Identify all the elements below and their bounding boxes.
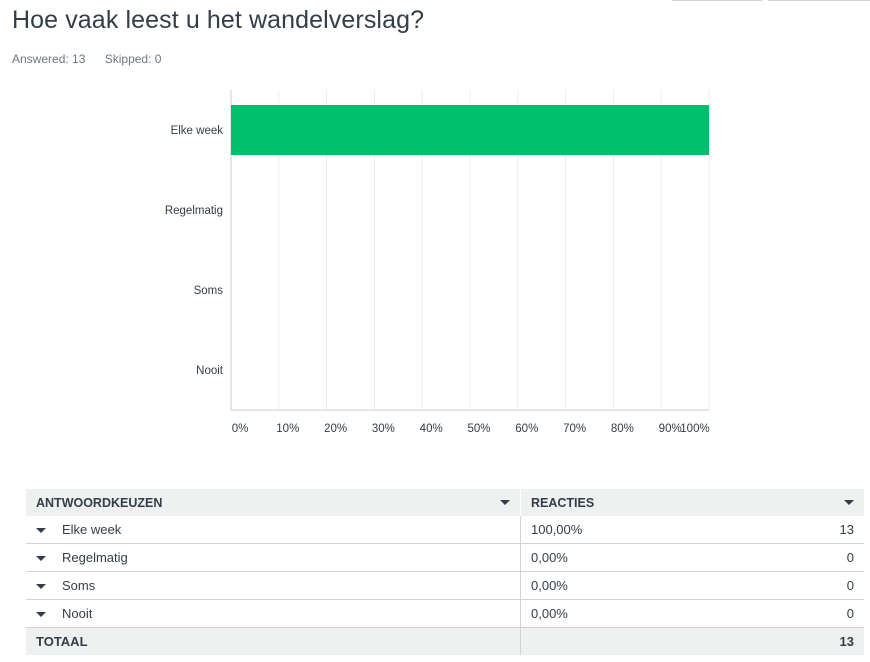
table-row: Regelmatig 0,00% 0 xyxy=(26,543,864,572)
response-count: 0 xyxy=(752,599,864,628)
x-tick-label: 90% xyxy=(659,423,682,435)
skipped-count: Skipped: 0 xyxy=(104,52,162,66)
answer-column-header[interactable]: ANTWOORDKEUZEN xyxy=(26,489,521,516)
total-count: 13 xyxy=(752,627,864,655)
responses-header-label: REACTIES xyxy=(531,495,595,510)
category-label: Elke week xyxy=(171,125,224,137)
x-tick-label: 30% xyxy=(372,423,395,435)
answer-label: Regelmatig xyxy=(62,550,128,565)
x-tick-label: 40% xyxy=(420,423,443,435)
responses-column-header[interactable]: REACTIES xyxy=(520,489,864,516)
response-count: 13 xyxy=(752,516,864,544)
toolbar-button-right[interactable] xyxy=(768,0,870,1)
table-header-row: ANTWOORDKEUZEN REACTIES xyxy=(26,489,864,516)
x-tick-label: 10% xyxy=(276,423,299,435)
category-label: Soms xyxy=(194,285,224,297)
table-row: Elke week 100,00% 13 xyxy=(26,516,864,544)
answer-label: Nooit xyxy=(62,606,93,621)
bar xyxy=(231,105,709,155)
x-tick-label: 60% xyxy=(515,423,538,435)
response-percent: 0,00% xyxy=(520,599,753,628)
sort-arrow-icon[interactable] xyxy=(844,499,854,505)
expand-caret-icon[interactable] xyxy=(36,528,46,534)
x-tick-label: 50% xyxy=(467,423,490,435)
x-tick-label: 100% xyxy=(680,423,709,435)
responses-table: ANTWOORDKEUZEN REACTIES Elke week 100,00… xyxy=(26,489,864,655)
x-tick-label: 80% xyxy=(611,423,634,435)
expand-caret-icon[interactable] xyxy=(36,556,46,562)
response-count: 0 xyxy=(752,571,864,600)
total-row: TOTAAL 13 xyxy=(26,627,864,655)
x-tick-label: 70% xyxy=(563,423,586,435)
total-label: TOTAAL xyxy=(26,627,521,655)
response-percent: 100,00% xyxy=(520,516,753,544)
answer-header-label: ANTWOORDKEUZEN xyxy=(36,495,163,510)
response-stats: Answered: 13 Skipped: 0 xyxy=(12,52,177,66)
answered-count: Answered: 13 xyxy=(12,52,86,66)
response-count: 0 xyxy=(752,543,864,572)
x-tick-label: 0% xyxy=(232,423,249,435)
question-title: Hoe vaak leest u het wandelverslag? xyxy=(12,6,425,34)
toolbar-button-left[interactable] xyxy=(672,0,762,1)
table-row: Soms 0,00% 0 xyxy=(26,571,864,600)
table-row: Nooit 0,00% 0 xyxy=(26,599,864,628)
response-percent: 0,00% xyxy=(520,571,753,600)
sort-arrow-icon[interactable] xyxy=(500,499,510,505)
category-label: Regelmatig xyxy=(165,205,223,217)
category-label: Nooit xyxy=(196,365,224,377)
expand-caret-icon[interactable] xyxy=(36,584,46,590)
bar-chart: 0% 10% 20% 30% 40% 50% 60% 70% 80% 90%100% Elke we… xyxy=(165,90,710,435)
response-percent: 0,00% xyxy=(520,543,753,572)
x-tick-label: 20% xyxy=(324,423,347,435)
answer-label: Soms xyxy=(62,578,96,593)
answer-label: Elke week xyxy=(62,522,122,537)
expand-caret-icon[interactable] xyxy=(36,612,46,618)
